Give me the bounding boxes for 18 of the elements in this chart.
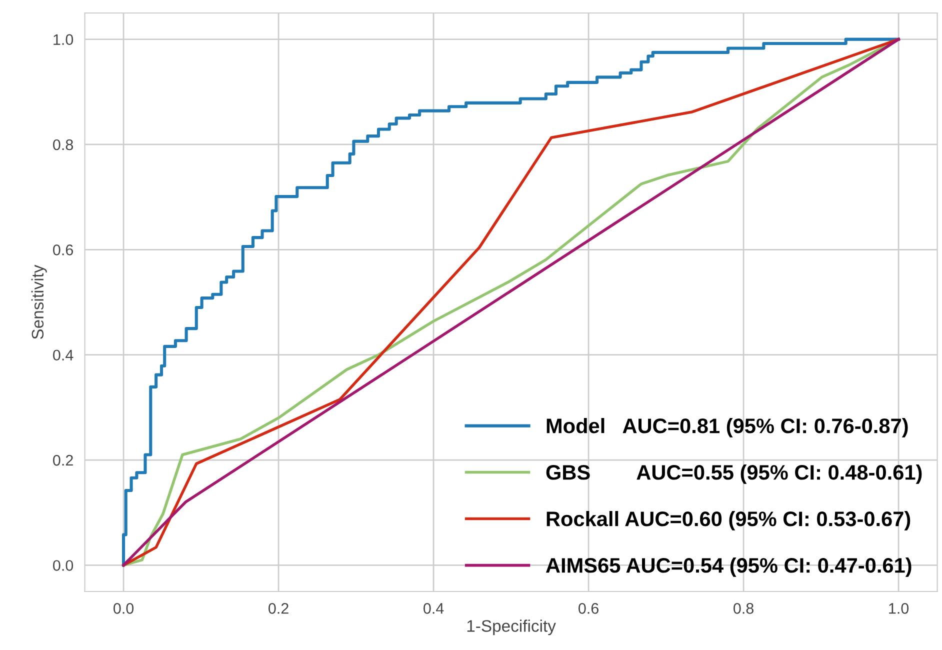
legend-label: GBS AUC=0.55 (95% CI: 0.48-0.61) [546,464,922,484]
x-axis-title: 1-Specificity [467,620,556,636]
legend-label: Model AUC=0.81 (95% CI: 0.76-0.87) [546,418,908,438]
legend-label: Rockall AUC=0.60 (95% CI: 0.53-0.67) [546,510,910,530]
y-axis-title: Sensitivity [31,264,47,340]
x-tick-label: 0.6 [578,603,598,614]
x-tick-label: 0.8 [734,603,754,614]
y-tick-label: 0.2 [53,454,73,466]
legend-label: AIMS65 AUC=0.54 (95% CI: 0.47-0.61) [546,557,912,577]
y-tick-label: 0.4 [53,350,74,361]
y-tick-label: 0.6 [53,244,73,256]
y-tick-label: 0.8 [53,139,74,150]
y-tick-label: 0.0 [53,560,74,571]
x-tick-label: 0.0 [114,603,134,614]
x-tick-label: 0.4 [424,603,444,614]
x-tick-label: 1.0 [889,603,909,614]
y-tick-label: 1.0 [54,34,74,45]
x-tick-label: 0.2 [268,603,288,614]
